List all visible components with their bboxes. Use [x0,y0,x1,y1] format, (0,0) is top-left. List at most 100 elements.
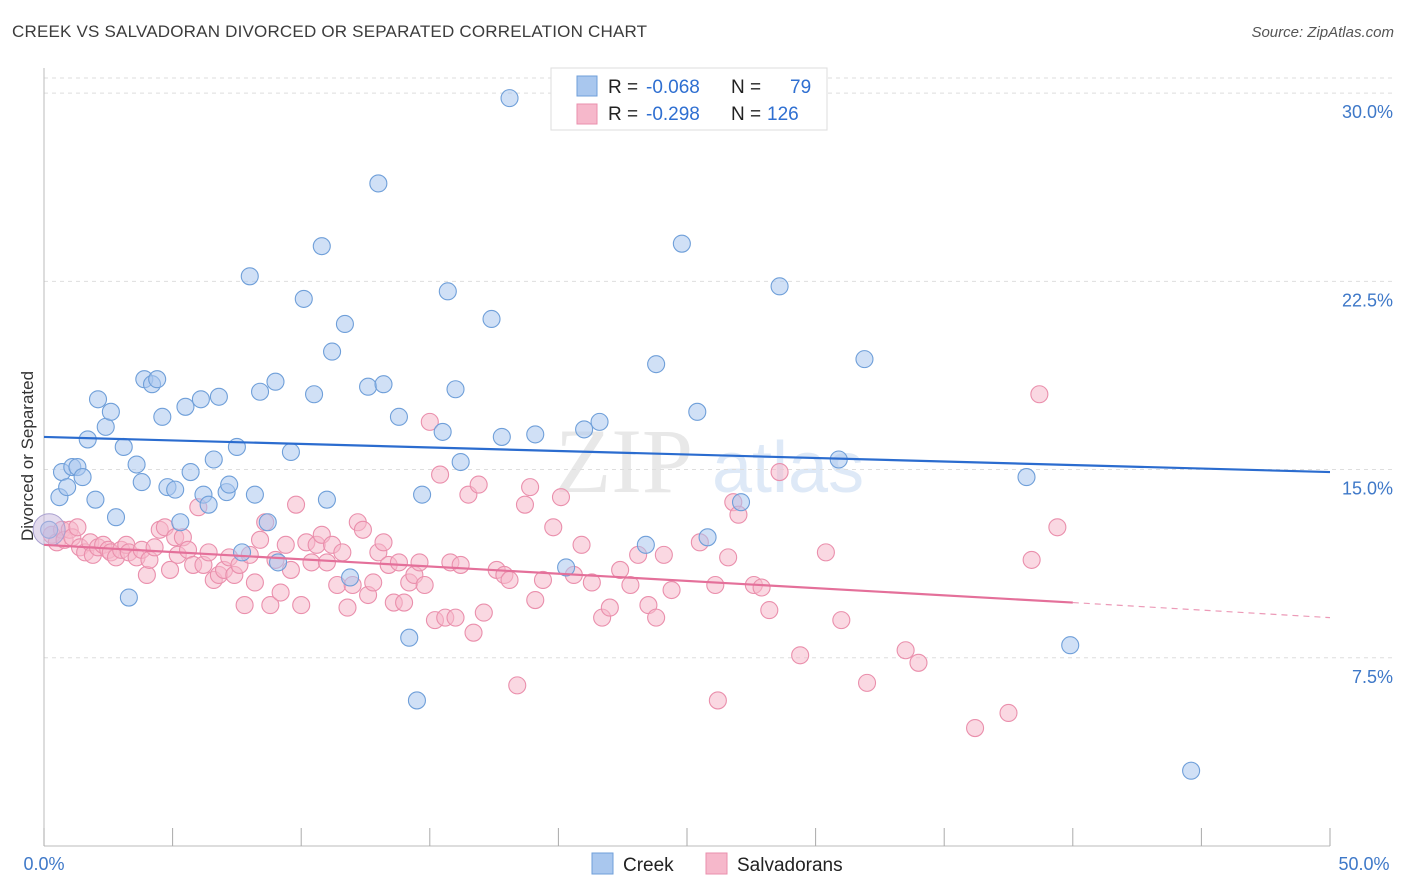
salvadorans-point [647,608,666,627]
creek-point [232,543,252,562]
creek-point [672,234,691,253]
creek-point [245,485,264,504]
legend-salv-swatch [576,103,598,125]
creek-point [438,282,457,301]
creek-point [433,422,452,441]
salvadorans-point [816,543,835,562]
creek-trend-line [43,435,1331,474]
creek-point [220,475,239,494]
creek-point [374,375,393,394]
legend-creek-n-value: 79 [790,77,811,98]
salvadorans-point [551,488,571,507]
creek-point [171,513,190,532]
creek-point [209,387,228,406]
bottom-legend-creek-swatch [591,852,614,875]
salvadorans-point [474,603,493,622]
creek-point [78,430,97,449]
creek-point [590,412,609,431]
salvadorans-trend-extension [1072,601,1331,619]
salvadorans-point [708,691,727,710]
salvadorans-point [364,573,383,592]
creek-point [132,473,151,492]
creek-point [482,309,501,329]
salvadorans-point [160,560,180,579]
creek-point [148,370,167,389]
salvadorans-point [572,535,591,554]
salvadorans-point [654,545,673,564]
salvadorans-point [760,601,779,620]
salvadorans-point [395,593,414,612]
salvadorans-point [515,495,535,514]
creek-point [166,480,185,499]
creek-point [317,490,336,509]
creek-point [557,558,576,577]
creek-point [451,452,470,472]
creek-point [407,691,426,710]
creek-point [688,402,707,421]
salvadorans-point [533,570,553,590]
salvadorans-point [662,580,681,600]
creek-point [647,355,666,374]
salvadorans-point [410,553,429,572]
creek-point [492,427,511,446]
creek-point [294,289,313,308]
creek-point [526,425,545,444]
salvadorans-point [500,570,519,590]
salvadorans-point [1022,550,1041,569]
creek-point [86,490,105,509]
salvadorans-point [832,611,851,630]
legend-salv-r-value: -0.298 [646,104,700,125]
creek-point [101,402,120,421]
salvadorans-point [287,495,306,514]
salvadorans-point [137,565,156,585]
x-tick-label-min: 0.0% [23,854,64,874]
creek-point [323,342,342,361]
x-tick-label-max: 50.0% [1338,854,1389,874]
creek-point [153,407,172,426]
salvadorans-point [544,518,563,537]
creek-point [119,588,138,607]
creek-point [400,628,419,647]
creek-point [176,397,195,416]
legend-salv-r-label: R = [608,104,638,125]
creek-point [258,513,277,532]
creek-point [250,382,270,401]
salvadorans-point [415,575,434,595]
salvadorans-points [42,385,1067,738]
salvadorans-point [178,540,198,559]
creek-point [127,455,146,474]
salvadorans-point [250,530,270,549]
creek-point [731,493,751,512]
creek-point [96,417,115,436]
creek-point [266,372,285,391]
salvadorans-point [302,553,321,572]
salvadorans-point [719,548,738,567]
creek-point [770,277,789,296]
creek-point [88,390,108,409]
salvadorans-point [431,465,450,484]
creek-point [204,450,223,469]
salvadorans-point [374,533,393,552]
salvadorans-point [353,520,372,539]
salvadorans-point [600,598,619,617]
creek-point-large [32,513,66,547]
salvadorans-point [145,538,164,557]
salvadorans-point [611,560,630,579]
salvadorans-point [245,573,264,592]
creek-point [359,377,378,396]
salvadorans-point [469,475,488,494]
creek-point [114,437,133,457]
source-label: Source: ZipAtlas.com [1251,24,1394,41]
salvadorans-point [199,543,218,562]
salvadorans-point [526,591,545,610]
creek-point [369,174,388,193]
salvadorans-point [1048,518,1067,537]
salvadorans-point [464,623,483,642]
y-tick-label: 30.0% [1342,102,1393,122]
creek-point [341,568,360,587]
salvadorans-point [770,463,789,482]
creek-point [500,89,519,108]
salvadorans-point [333,543,352,562]
bottom-legend-salv-label: Salvadorans [737,855,843,876]
salvadorans-point [420,412,439,431]
